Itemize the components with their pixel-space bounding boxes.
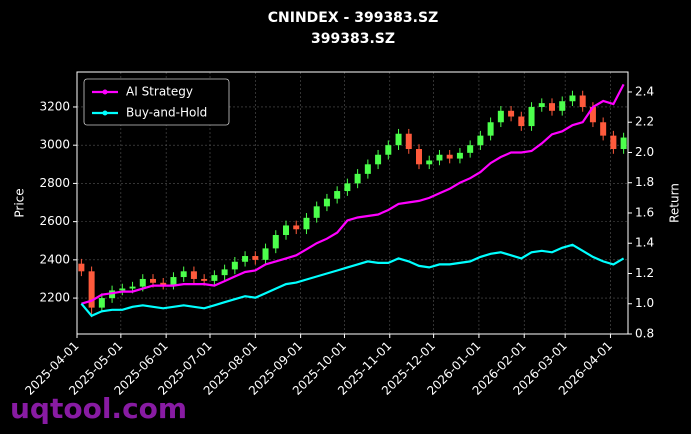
candle-body: [139, 278, 146, 287]
candle-body: [242, 256, 249, 262]
candle-body: [497, 110, 504, 123]
y-tick-label: 2400: [39, 252, 70, 266]
candle-body: [262, 248, 269, 260]
y-tick-label: 2600: [39, 214, 70, 228]
candle-body: [600, 122, 607, 136]
candle-body: [160, 282, 167, 285]
candle-body: [446, 154, 453, 159]
candle-body: [385, 145, 392, 155]
y2-tick-label: 0.8: [635, 327, 654, 341]
candle-body: [456, 152, 463, 159]
y2-tick-label: 2.2: [635, 115, 654, 129]
plot-border: [76, 71, 629, 335]
chart-title: CNINDEX - 399383.SZ: [268, 10, 438, 26]
candle-body: [211, 275, 218, 281]
candle-body: [364, 164, 371, 174]
watermark: uqtool.com: [10, 392, 187, 425]
candle-body: [129, 286, 136, 289]
legend-marker: [102, 89, 108, 95]
candle-body: [538, 103, 545, 107]
candle-body: [78, 263, 85, 272]
candle-body: [589, 106, 596, 123]
candle-body: [293, 225, 300, 230]
legend-label: Buy-and-Hold: [126, 106, 207, 120]
candle-body: [416, 149, 422, 165]
candle-body: [528, 106, 535, 127]
y-tick-label: 3200: [39, 99, 70, 113]
candle-body: [231, 261, 238, 270]
candle-body: [344, 183, 351, 192]
y-tick-label: 2800: [39, 176, 70, 190]
y2-tick-label: 2.4: [635, 84, 654, 98]
candle-body: [88, 271, 95, 308]
candle-body: [252, 256, 259, 260]
y2-tick-label: 1.0: [635, 296, 654, 310]
candle-body: [303, 217, 310, 230]
candle-body: [559, 101, 566, 111]
candle-body: [190, 271, 197, 279]
candle-body: [150, 278, 156, 283]
series-line: [81, 83, 625, 305]
candle-body: [272, 235, 279, 249]
y2-tick-label: 1.4: [635, 236, 654, 250]
candle-body: [221, 269, 228, 276]
candle-body: [426, 160, 433, 165]
candle-body: [569, 95, 576, 102]
candle-body: [487, 122, 494, 136]
candle-body: [395, 133, 402, 146]
candle-body: [313, 206, 320, 218]
candle-body: [283, 225, 289, 236]
candle-body: [201, 278, 208, 281]
candle-body: [323, 198, 330, 207]
candle-body: [579, 95, 586, 107]
candle-body: [98, 298, 105, 308]
candle-body: [518, 116, 525, 127]
candle-body: [477, 135, 484, 146]
candle-body: [620, 137, 627, 150]
candle-body: [405, 133, 412, 150]
series-line: [80, 243, 625, 318]
candle-body: [436, 154, 443, 161]
candle-body: [334, 191, 341, 199]
candle-body: [375, 154, 382, 165]
legend-marker: [102, 110, 108, 116]
y-tick-label: 3000: [39, 138, 70, 152]
y-axis-label: Price: [13, 188, 27, 217]
legend-box: [83, 78, 230, 126]
legend-label: AI Strategy: [126, 85, 193, 99]
y2-axis-label: Return: [668, 183, 682, 223]
y2-tick-label: 1.6: [635, 205, 654, 219]
y-tick-label: 2200: [39, 291, 70, 305]
candle-body: [610, 135, 617, 150]
candle-body: [549, 103, 555, 111]
candle-body: [180, 271, 187, 278]
y2-tick-label: 2.0: [635, 145, 654, 159]
candle-body: [170, 277, 177, 285]
candle-body: [354, 173, 361, 184]
chart-subtitle: 399383.SZ: [311, 31, 395, 47]
candle-body: [119, 288, 126, 291]
candle-body: [508, 110, 515, 117]
y2-tick-label: 1.2: [635, 266, 654, 280]
candle-body: [467, 145, 474, 153]
y2-tick-label: 1.8: [635, 175, 654, 189]
